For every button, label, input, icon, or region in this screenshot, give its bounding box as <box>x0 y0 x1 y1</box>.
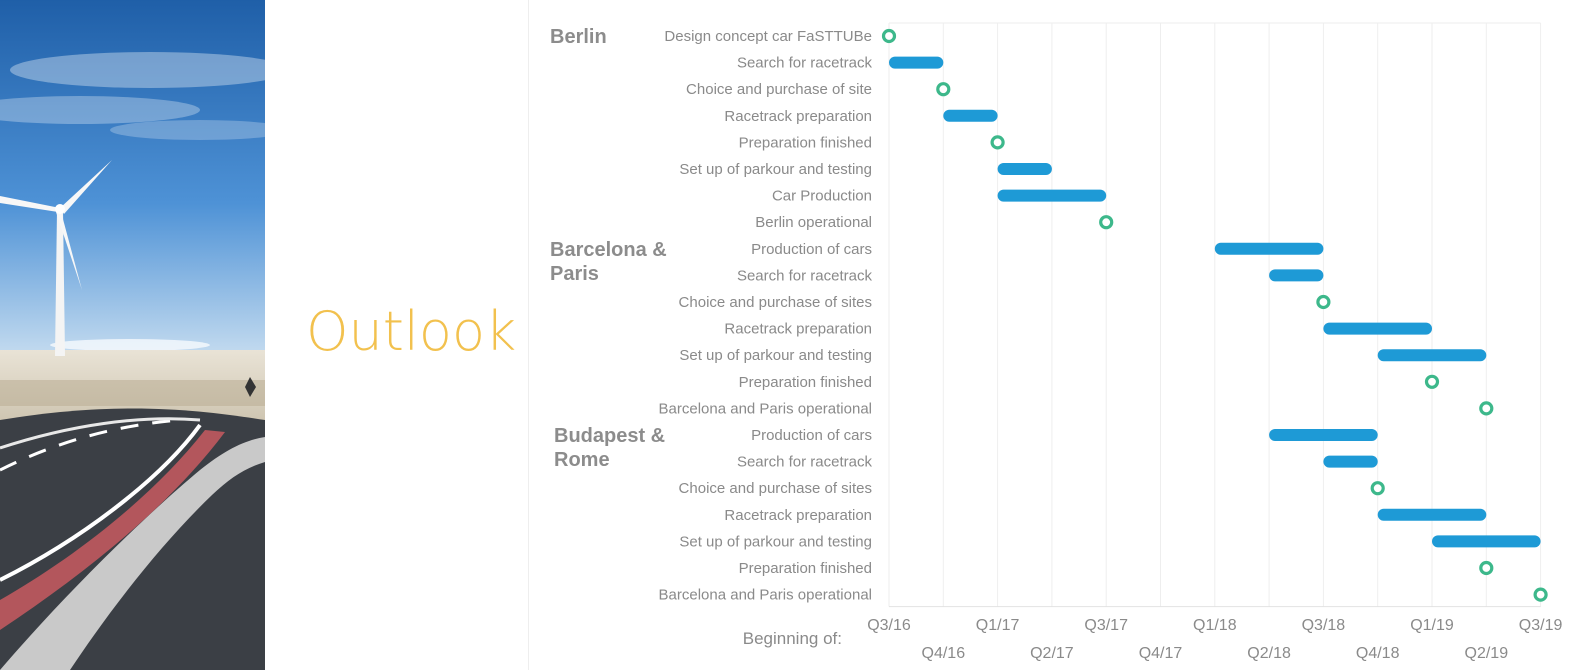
x-tick-label: Q4/16 <box>922 645 966 662</box>
x-tick-label: Q2/17 <box>1030 645 1074 662</box>
task-bar <box>1269 429 1378 441</box>
task-label: Barcelona and Paris operational <box>659 400 872 417</box>
milestone-marker <box>1479 401 1494 416</box>
task-bar <box>1269 269 1324 282</box>
group-label-line: Paris <box>550 263 599 285</box>
task-label: Set up of parkour and testing <box>679 533 872 550</box>
task-bar <box>997 163 1052 175</box>
task-label: Choice and purchase of sites <box>679 480 872 497</box>
milestone-marker <box>1479 560 1494 576</box>
milestone-marker <box>1099 215 1114 230</box>
task-label: Production of cars <box>751 427 872 444</box>
group-label-line: Rome <box>554 449 610 471</box>
group-label-line: Budapest & <box>554 425 665 447</box>
milestone-marker <box>936 82 951 97</box>
x-tick-label: Q1/18 <box>1193 617 1237 634</box>
group-label: Berlin <box>550 26 607 48</box>
group-label-line: Barcelona & <box>550 239 667 261</box>
x-tick-label: Q3/17 <box>1084 617 1128 634</box>
task-bar <box>997 189 1107 202</box>
x-tick-label: Q3/18 <box>1302 617 1346 634</box>
milestone-marker <box>1424 374 1440 389</box>
task-bar <box>943 109 998 122</box>
task-label: Set up of parkour and testing <box>679 161 872 178</box>
divider <box>528 0 529 670</box>
task-bar <box>1377 508 1487 521</box>
x-tick-label: Q4/18 <box>1356 645 1400 662</box>
task-label: Search for racetrack <box>737 55 873 72</box>
task-label: Car Production <box>772 188 872 205</box>
task-label: Preparation finished <box>739 560 872 577</box>
task-label: Racetrack preparation <box>724 321 872 338</box>
task-label: Racetrack preparation <box>724 108 872 125</box>
milestone-marker <box>881 28 897 44</box>
x-tick-label: Q2/18 <box>1247 645 1291 662</box>
task-bar <box>1432 535 1541 548</box>
task-bar <box>889 56 944 69</box>
group-label: Barcelona & Paris <box>550 239 667 285</box>
group-label: Budapest & Rome <box>554 425 665 471</box>
task-bar <box>1377 349 1487 362</box>
task-label: Choice and purchase of site <box>686 81 872 98</box>
task-bar <box>1323 455 1378 468</box>
task-label: Search for racetrack <box>737 454 873 471</box>
milestone-marker <box>990 135 1005 150</box>
x-tick-label: Q3/19 <box>1519 617 1563 634</box>
x-axis-caption: Beginning of: <box>743 629 842 648</box>
task-label: Preparation finished <box>739 134 872 151</box>
task-label: Design concept car FaSTTUBe <box>664 28 872 45</box>
milestone-marker <box>1370 481 1385 496</box>
group-label-line: Berlin <box>550 26 607 48</box>
page-title: Outlook <box>306 300 517 363</box>
x-tick-label: Q1/17 <box>976 617 1020 634</box>
task-bar <box>1214 242 1324 255</box>
x-tick-label: Q2/19 <box>1465 645 1509 662</box>
task-label: Racetrack preparation <box>724 507 872 524</box>
x-tick-label: Q1/19 <box>1410 617 1454 634</box>
task-label: Production of cars <box>751 241 872 258</box>
x-tick-label: Q4/17 <box>1139 645 1183 662</box>
task-bar <box>1323 322 1432 335</box>
task-label: Set up of parkour and testing <box>679 347 872 364</box>
milestone-marker <box>1316 294 1331 310</box>
x-tick-label: Q3/16 <box>867 617 911 634</box>
milestone-marker <box>1533 587 1548 602</box>
windmill-road-photo <box>0 0 265 670</box>
task-label: Berlin operational <box>755 214 872 231</box>
task-label: Search for racetrack <box>737 267 873 284</box>
task-label: Barcelona and Paris operational <box>659 587 872 604</box>
task-label: Choice and purchase of sites <box>679 294 872 311</box>
task-label: Preparation finished <box>739 374 872 391</box>
